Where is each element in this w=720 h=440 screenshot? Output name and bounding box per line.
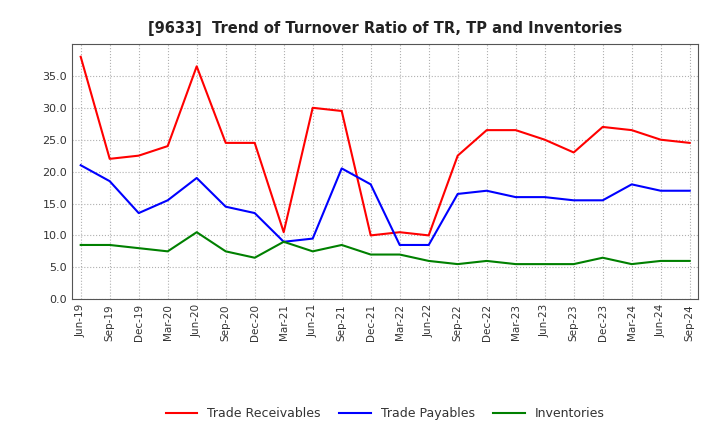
Trade Payables: [482, 188, 491, 194]
Title: [9633]  Trend of Turnover Ratio of TR, TP and Inventories: [9633] Trend of Turnover Ratio of TR, TP…: [148, 21, 622, 36]
Trade Payables: [454, 191, 462, 197]
Trade Payables: [163, 198, 172, 203]
Trade Receivables: [454, 153, 462, 158]
Inventories: [279, 239, 288, 245]
Trade Receivables: [424, 233, 433, 238]
Inventories: [657, 258, 665, 264]
Trade Payables: [424, 242, 433, 248]
Trade Payables: [511, 194, 520, 200]
Trade Receivables: [279, 230, 288, 235]
Trade Receivables: [511, 128, 520, 133]
Inventories: [135, 246, 143, 251]
Inventories: [163, 249, 172, 254]
Trade Receivables: [395, 230, 404, 235]
Trade Payables: [279, 239, 288, 245]
Trade Receivables: [657, 137, 665, 142]
Inventories: [366, 252, 375, 257]
Trade Payables: [657, 188, 665, 194]
Line: Trade Receivables: Trade Receivables: [81, 57, 690, 235]
Trade Payables: [395, 242, 404, 248]
Trade Payables: [76, 162, 85, 168]
Legend: Trade Receivables, Trade Payables, Inventories: Trade Receivables, Trade Payables, Inven…: [161, 403, 610, 425]
Trade Receivables: [338, 108, 346, 114]
Trade Receivables: [135, 153, 143, 158]
Trade Receivables: [308, 105, 317, 110]
Trade Payables: [135, 210, 143, 216]
Trade Payables: [251, 210, 259, 216]
Trade Receivables: [163, 143, 172, 149]
Inventories: [424, 258, 433, 264]
Inventories: [192, 230, 201, 235]
Trade Payables: [192, 175, 201, 180]
Inventories: [308, 249, 317, 254]
Trade Payables: [627, 182, 636, 187]
Inventories: [598, 255, 607, 260]
Trade Payables: [308, 236, 317, 241]
Trade Receivables: [541, 137, 549, 142]
Inventories: [627, 261, 636, 267]
Inventories: [76, 242, 85, 248]
Trade Payables: [685, 188, 694, 194]
Inventories: [395, 252, 404, 257]
Trade Receivables: [366, 233, 375, 238]
Inventories: [221, 249, 230, 254]
Inventories: [541, 261, 549, 267]
Inventories: [105, 242, 114, 248]
Trade Payables: [598, 198, 607, 203]
Inventories: [570, 261, 578, 267]
Trade Receivables: [685, 140, 694, 146]
Line: Trade Payables: Trade Payables: [81, 165, 690, 245]
Trade Payables: [366, 182, 375, 187]
Trade Receivables: [627, 128, 636, 133]
Trade Receivables: [598, 124, 607, 129]
Trade Receivables: [192, 64, 201, 69]
Inventories: [482, 258, 491, 264]
Inventories: [338, 242, 346, 248]
Inventories: [511, 261, 520, 267]
Trade Receivables: [105, 156, 114, 161]
Inventories: [454, 261, 462, 267]
Trade Receivables: [570, 150, 578, 155]
Trade Receivables: [76, 54, 85, 59]
Inventories: [685, 258, 694, 264]
Trade Receivables: [221, 140, 230, 146]
Trade Payables: [105, 179, 114, 184]
Inventories: [251, 255, 259, 260]
Line: Inventories: Inventories: [81, 232, 690, 264]
Trade Receivables: [251, 140, 259, 146]
Trade Payables: [541, 194, 549, 200]
Trade Payables: [338, 166, 346, 171]
Trade Payables: [570, 198, 578, 203]
Trade Receivables: [482, 128, 491, 133]
Trade Payables: [221, 204, 230, 209]
